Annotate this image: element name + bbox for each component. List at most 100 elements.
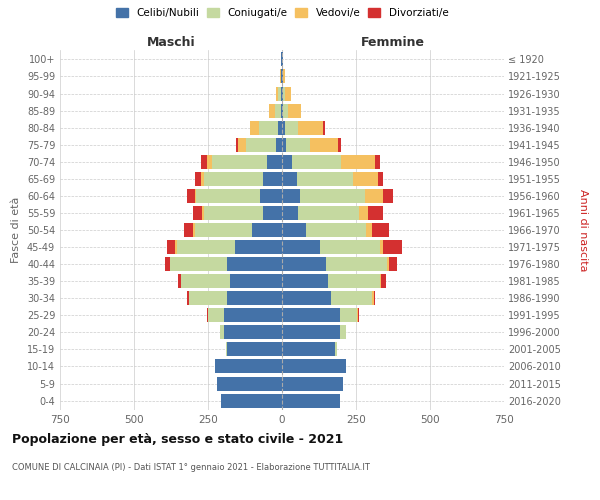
Bar [224, 326, 282, 340]
Bar [282, 52, 283, 66]
Bar [278, 86, 282, 101]
Bar [282, 223, 389, 237]
Bar [282, 120, 285, 134]
Bar [282, 257, 326, 271]
Bar [280, 70, 282, 84]
Bar [276, 86, 282, 101]
Bar [187, 189, 282, 203]
Bar [282, 70, 284, 84]
Bar [282, 189, 365, 203]
Text: COMUNE DI CALCINAIA (PI) - Dati ISTAT 1° gennaio 2021 - Elaborazione TUTTITALIA.: COMUNE DI CALCINAIA (PI) - Dati ISTAT 1°… [12, 462, 370, 471]
Bar [282, 292, 331, 305]
Bar [220, 326, 282, 340]
Bar [208, 308, 282, 322]
Bar [235, 240, 282, 254]
Bar [282, 172, 383, 186]
Bar [282, 342, 337, 356]
Bar [282, 360, 346, 374]
Bar [282, 292, 374, 305]
Bar [221, 394, 282, 407]
Text: Maschi: Maschi [146, 36, 196, 49]
Bar [259, 120, 282, 134]
Bar [282, 206, 383, 220]
Bar [236, 138, 282, 151]
Bar [282, 189, 393, 203]
Bar [217, 376, 282, 390]
Bar [181, 274, 282, 288]
Bar [280, 70, 282, 84]
Bar [217, 376, 282, 390]
Bar [202, 206, 282, 220]
Bar [221, 394, 282, 407]
Bar [282, 326, 346, 340]
Bar [282, 376, 343, 390]
Bar [282, 342, 337, 356]
Legend: Celibi/Nubili, Coniugati/e, Vedovi/e, Divorziati/e: Celibi/Nubili, Coniugati/e, Vedovi/e, Di… [116, 8, 448, 18]
Bar [282, 376, 343, 390]
Bar [282, 155, 380, 168]
Bar [282, 104, 301, 118]
Bar [212, 155, 282, 168]
Bar [282, 120, 325, 134]
Bar [215, 360, 282, 374]
Bar [282, 120, 298, 134]
Bar [263, 206, 282, 220]
Bar [178, 274, 282, 288]
Bar [282, 189, 300, 203]
Bar [282, 223, 367, 237]
Bar [282, 206, 368, 220]
Bar [282, 308, 358, 322]
Bar [165, 257, 282, 271]
Bar [282, 394, 340, 407]
Bar [281, 86, 282, 101]
Bar [181, 274, 282, 288]
Bar [282, 138, 286, 151]
Bar [282, 240, 320, 254]
Text: Popolazione per età, sesso e stato civile - 2021: Popolazione per età, sesso e stato civil… [12, 432, 343, 446]
Bar [282, 189, 383, 203]
Bar [282, 120, 323, 134]
Bar [247, 138, 282, 151]
Bar [282, 394, 340, 407]
Bar [282, 326, 346, 340]
Bar [282, 326, 340, 340]
Bar [189, 292, 282, 305]
Bar [215, 360, 282, 374]
Bar [206, 155, 282, 168]
Bar [208, 308, 282, 322]
Bar [215, 360, 282, 374]
Bar [227, 257, 282, 271]
Bar [282, 155, 341, 168]
Bar [282, 172, 353, 186]
Bar [282, 86, 285, 101]
Bar [267, 155, 282, 168]
Bar [282, 240, 380, 254]
Bar [250, 120, 282, 134]
Bar [226, 342, 282, 356]
Bar [184, 223, 282, 237]
Bar [220, 326, 282, 340]
Bar [221, 394, 282, 407]
Bar [250, 120, 282, 134]
Bar [175, 240, 282, 254]
Bar [282, 308, 358, 322]
Bar [260, 189, 282, 203]
Bar [282, 274, 386, 288]
Y-axis label: Anni di nascita: Anni di nascita [578, 188, 588, 271]
Bar [282, 52, 283, 66]
Bar [282, 376, 343, 390]
Bar [282, 240, 402, 254]
Y-axis label: Fasce di età: Fasce di età [11, 197, 21, 263]
Bar [282, 172, 297, 186]
Bar [276, 86, 282, 101]
Bar [230, 274, 282, 288]
Bar [167, 240, 282, 254]
Bar [282, 274, 381, 288]
Bar [282, 206, 298, 220]
Bar [282, 394, 340, 407]
Bar [253, 223, 282, 237]
Bar [282, 274, 328, 288]
Bar [263, 172, 282, 186]
Bar [227, 342, 282, 356]
Bar [200, 155, 282, 168]
